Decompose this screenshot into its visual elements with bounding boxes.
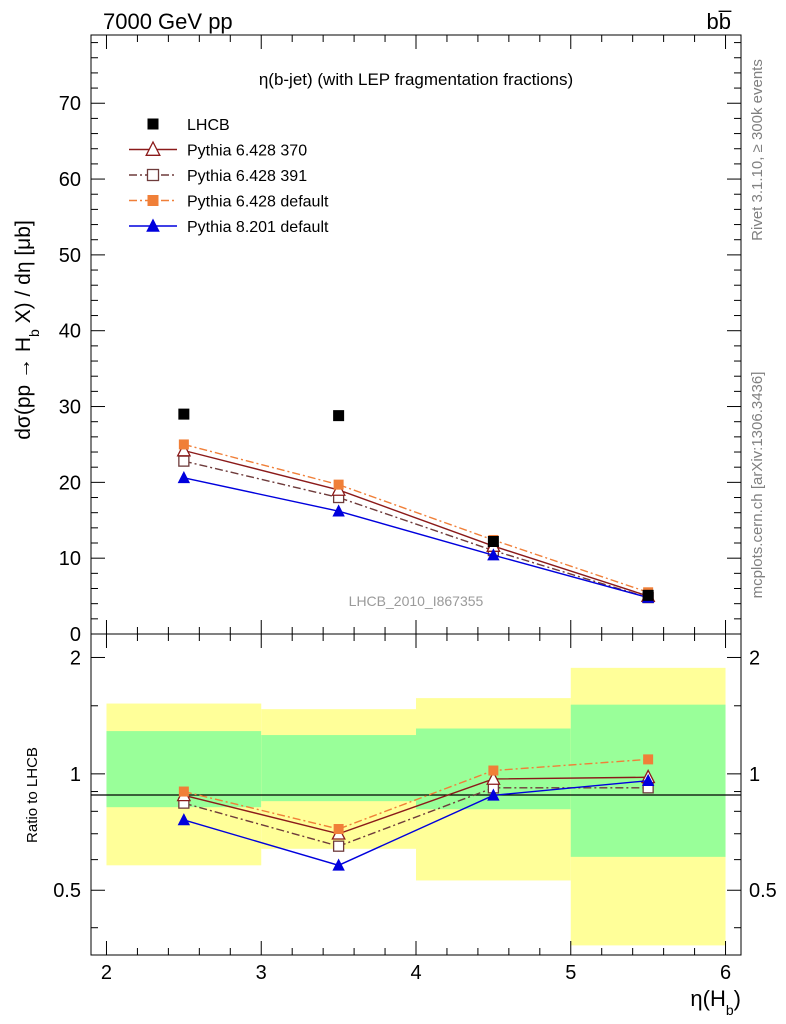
data-point — [487, 548, 500, 561]
ratio-panel: 2 3 4 5 6 0.5 0.5 1 1 2 2 Ratio to LHCB η(Hb) — [24, 633, 777, 1018]
ratio-y-tick-label-right: 0.5 — [749, 880, 777, 902]
ratio-data-point — [177, 813, 191, 826]
ratio-series-line — [183, 758, 649, 830]
data-point — [178, 439, 189, 450]
main-y-axis-label: dσ(pp → Hb X) / dη [μb] — [12, 220, 42, 440]
legend-entry-pythia-6-428-370: Pythia 6.428 370 — [129, 140, 307, 160]
x-tick-label: 2 — [101, 962, 112, 984]
mcplots-label: mcplots.cern.ch [arXiv:1306.3436] — [749, 372, 766, 599]
legend-entry-lhcb: LHCB — [147, 117, 230, 134]
x-tick-label: 6 — [720, 962, 731, 984]
header-left-label: 7000 GeV pp — [103, 9, 233, 34]
ratio-data-point — [488, 765, 499, 776]
y-tick-label: 60 — [59, 169, 81, 191]
y-tick-label: 20 — [59, 472, 81, 494]
svg-text:η(Hb): η(Hb) — [690, 986, 741, 1018]
y-tick-label: 70 — [59, 93, 81, 115]
y-tick-label: 10 — [59, 548, 81, 570]
data-point — [178, 408, 190, 420]
ratio-data-point — [643, 754, 654, 765]
analysis-watermark: LHCB_2010_I867355 — [349, 593, 484, 609]
ratio-y-tick-label-right: 1 — [749, 764, 760, 786]
data-point — [487, 535, 499, 547]
series-line — [183, 460, 649, 599]
ratio-series-line — [183, 780, 649, 867]
legend-label: Pythia 6.428 370 — [187, 143, 307, 160]
main-panel-marks — [176, 408, 656, 604]
legend-label: Pythia 6.428 default — [187, 194, 329, 211]
ratio-data-point — [332, 858, 345, 871]
x-tick-label: 5 — [565, 962, 576, 984]
series-pythia-6-428-391 — [178, 455, 654, 604]
data-point — [332, 504, 345, 517]
series-pythia-8-201-default — [177, 470, 655, 603]
legend-entry-pythia-8-201-default: Pythia 8.201 default — [129, 218, 329, 236]
ratio-series-pythia-8-201-default — [177, 773, 655, 871]
series-line — [183, 449, 649, 597]
main-panel: 0 10 20 30 40 50 60 70 η(b-jet) (with LEP fragm… — [12, 34, 742, 646]
ratio-data-point — [486, 770, 501, 785]
ratio-data-point — [332, 840, 345, 852]
data-point — [177, 470, 191, 484]
series-line — [183, 443, 649, 593]
ratio-x-axis-label: η(Hb) — [690, 986, 741, 1018]
ratio-y-tick-label: 2 — [70, 647, 81, 669]
ratio-y-tick-label: 0.5 — [53, 880, 81, 902]
legend-entry-pythia-6-428-default: Pythia 6.428 default — [129, 194, 329, 211]
ratio-panel-axes: 2 3 4 5 6 0.5 0.5 1 1 2 2 — [53, 634, 777, 984]
ratio-data-point — [178, 786, 189, 797]
ratio-data-point — [333, 824, 344, 835]
x-tick-label: 4 — [410, 962, 421, 984]
main-panel-axes: 0 10 20 30 40 50 60 70 — [59, 35, 741, 646]
legend-marker — [146, 218, 160, 232]
legend-marker — [145, 140, 161, 156]
legend-marker — [147, 118, 159, 130]
header-right-label: bb̅ — [707, 9, 732, 34]
data-point — [176, 442, 192, 457]
legend-label: Pythia 6.428 391 — [187, 168, 307, 185]
legend-marker — [147, 195, 159, 206]
uncertainty-band-inner — [261, 735, 416, 802]
series-line — [183, 477, 649, 599]
legend: LHCB Pythia 6.428 370 Pythia 6.428 391 Pyth… — [129, 117, 329, 236]
main-chart-title: η(b-jet) (with LEP fragmentation fractio… — [259, 70, 573, 89]
ratio-data-point — [641, 773, 655, 786]
data-point — [333, 479, 344, 490]
legend-entry-pythia-6-428-391: Pythia 6.428 391 — [129, 168, 307, 185]
y-tick-label: 50 — [59, 245, 81, 267]
legend-label: LHCB — [187, 117, 230, 134]
series-lhcb — [178, 408, 654, 601]
ratio-y-tick-label-right: 2 — [749, 647, 760, 669]
data-point — [642, 589, 654, 601]
svg-text:dσ(pp → Hb X) / dη [μb]: dσ(pp → Hb X) / dη [μb] — [12, 220, 42, 440]
legend-label: Pythia 8.201 default — [187, 219, 329, 236]
y-tick-label: 30 — [59, 397, 81, 419]
rivet-label: Rivet 3.1.10, ≥ 300k events — [749, 59, 766, 241]
ratio-y-axis-label: Ratio to LHCB — [24, 747, 41, 843]
ratio-series-line — [183, 776, 649, 835]
ratio-data-point — [487, 788, 500, 801]
data-point — [333, 410, 345, 422]
ratio-panel-marks — [176, 754, 656, 871]
x-tick-label: 3 — [256, 962, 267, 984]
data-point — [178, 455, 190, 467]
legend-marker — [146, 168, 160, 182]
ratio-series-pythia-6-428-default — [178, 754, 654, 835]
ratio-y-tick-label: 1 — [70, 764, 81, 786]
y-tick-label: 0 — [70, 624, 81, 646]
y-tick-label: 40 — [59, 321, 81, 343]
